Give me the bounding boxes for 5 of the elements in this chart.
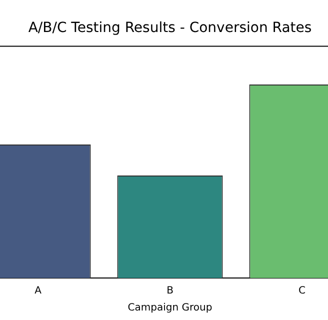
x-axis-title: Campaign Group	[128, 302, 212, 314]
x-tick-label: A	[34, 286, 42, 297]
chart-title: A/B/C Testing Results - Conversion Rates	[28, 20, 312, 36]
x-tick-label: C	[298, 286, 306, 297]
x-tick-label: B	[166, 286, 174, 297]
